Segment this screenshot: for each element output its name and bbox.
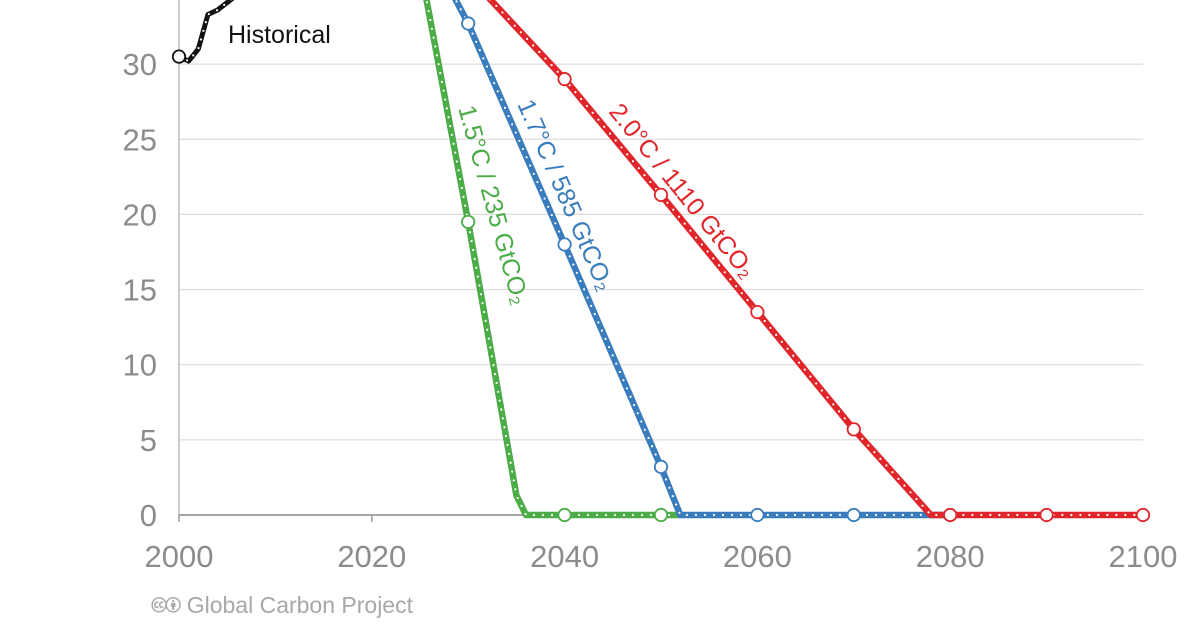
data-point (461, 16, 476, 31)
series-label-historical: Historical (228, 21, 331, 49)
series-line (452, 0, 954, 519)
series-line (423, 0, 684, 519)
x-tick-label: 2000 (145, 539, 214, 574)
data-point (461, 214, 476, 230)
y-tick-label: 0 (140, 498, 157, 533)
data-point (750, 304, 765, 320)
y-tick-label: 10 (123, 348, 157, 383)
credit-footer: 🅭🅯 Global Carbon Project (152, 592, 413, 621)
series-dots (425, 0, 682, 517)
data-point (557, 72, 572, 87)
data-point (653, 459, 669, 475)
data-point (943, 507, 958, 523)
series-group (171, 0, 1151, 523)
x-tick-label: 2040 (530, 539, 599, 574)
x-tick-label: 2080 (916, 539, 985, 574)
x-tick-label: 2060 (723, 539, 792, 574)
y-tick-label: 5 (140, 423, 157, 458)
data-point (557, 507, 572, 523)
gridlines (179, 63, 1143, 441)
data-point (846, 507, 861, 523)
data-point (1039, 507, 1054, 523)
data-point (750, 507, 765, 523)
data-point (653, 187, 669, 202)
y-tick-label: 15 (123, 273, 157, 308)
data-point (557, 237, 572, 252)
x-tick-label: 2020 (337, 539, 406, 574)
data-point (653, 507, 669, 523)
data-point (846, 422, 861, 437)
data-point (1135, 507, 1151, 523)
series-line (176, 0, 235, 64)
axes: 0 5 10 15 20 25 30 2000 2020 2040 2060 2080 2100 (123, 0, 1178, 574)
data-point (171, 49, 187, 64)
cc-license-icon: 🅭🅯 (152, 592, 181, 618)
credit-text: Global Carbon Project (186, 592, 413, 618)
y-tick-label: 20 (123, 197, 157, 232)
y-tick-label: 30 (123, 47, 157, 82)
series-label: 2.0°C / 1110 GtCO₂ (603, 98, 761, 284)
x-tick-label: 2100 (1109, 539, 1178, 574)
y-tick-label: 25 (123, 122, 157, 157)
